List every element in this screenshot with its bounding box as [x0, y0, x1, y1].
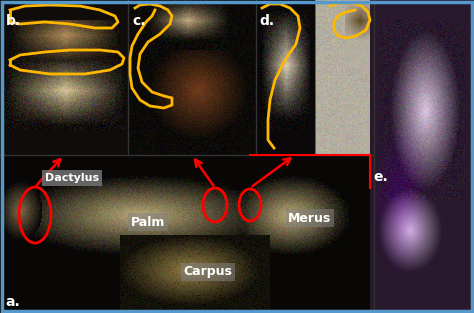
Text: e.: e. [373, 170, 388, 184]
Text: Merus: Merus [288, 212, 332, 224]
Text: Carpus: Carpus [183, 265, 232, 279]
Text: a.: a. [5, 295, 20, 309]
Text: Dactylus: Dactylus [45, 173, 99, 183]
Text: c.: c. [132, 14, 146, 28]
Text: d.: d. [259, 14, 274, 28]
Text: b.: b. [6, 14, 21, 28]
Text: Palm: Palm [131, 215, 165, 228]
